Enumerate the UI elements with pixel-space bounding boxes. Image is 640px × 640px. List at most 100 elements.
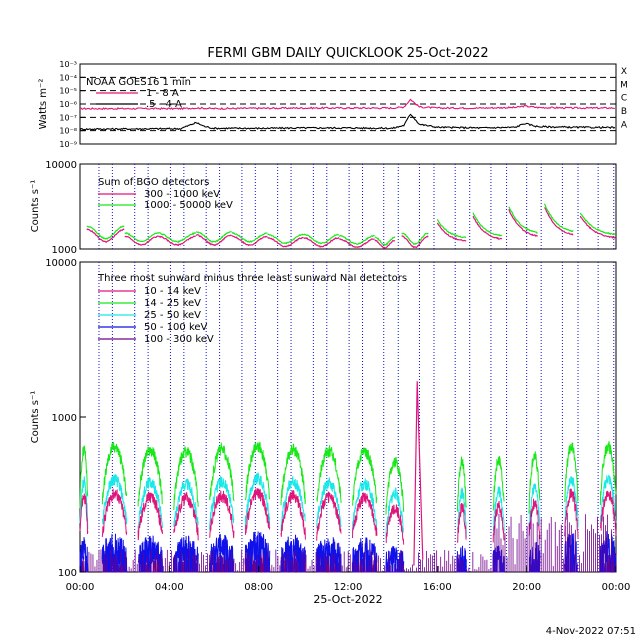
bgo-ylabel: Counts s⁻¹ [30, 180, 41, 233]
nai-series-line [456, 456, 467, 512]
nai-series-line [385, 504, 405, 545]
bgo-series-line [374, 239, 396, 250]
bgo-series-line [124, 232, 159, 243]
nai-panel: 10000 1000 100 00:00 04:00 08:00 12:00 16:00 20… [30, 258, 630, 606]
nai-series-line [564, 442, 579, 502]
goes-yticks: 10⁻³ 10⁻⁴ 10⁻⁵ 10⁻⁶ 10⁻⁷ 10⁻⁸ 10⁻⁹ [59, 60, 85, 149]
bgo-series-line [231, 235, 268, 247]
nai-series-line [316, 477, 342, 529]
nai-series-line [599, 531, 617, 573]
bgo-series-line [543, 203, 574, 233]
nai-flare-spike [413, 381, 424, 566]
bgo-legend-label: 1000 - 50000 keV [144, 200, 233, 211]
goes-ytick-label: 10⁻⁹ [59, 140, 77, 149]
nai-series-line [173, 478, 199, 527]
nai-series-line [456, 503, 467, 543]
nai-legend-label: 25 - 50 keV [144, 310, 201, 321]
bgo-series [86, 203, 617, 250]
bgo-series-line [86, 228, 125, 244]
bgo-saa-lines [98, 164, 615, 249]
nai-series-line [173, 446, 199, 511]
goes-legend-label: 1 - 8 A [146, 88, 179, 99]
nai-xtick-label: 08:00 [244, 582, 273, 593]
bgo-series-line [374, 236, 396, 246]
nai-series-line [137, 446, 163, 507]
bgo-series-line [267, 236, 304, 248]
nai-series-line [101, 441, 128, 505]
goes-series-line [79, 113, 616, 131]
bgo-series-line [338, 234, 375, 245]
goes-series [79, 98, 616, 131]
bgo-series-line [158, 235, 196, 247]
bgo-series-line [544, 207, 574, 236]
nai-series-line [244, 488, 271, 535]
nai-series-line [209, 441, 235, 502]
nai-series-line [79, 445, 89, 509]
nai-legend-label: 10 - 14 keV [144, 286, 201, 297]
nai-series-line [316, 491, 342, 541]
bgo-ytick-label: 1000 [52, 245, 77, 256]
nai-series-line [101, 488, 128, 538]
bgo-series-line [472, 212, 503, 237]
nai-series-line [280, 534, 306, 573]
nai-xtick-label: 00:00 [602, 582, 631, 593]
nai-series-line [352, 447, 378, 506]
nai-series-line [244, 472, 271, 530]
nai-series-line [209, 490, 235, 539]
bgo-series-line [195, 231, 232, 243]
chart-title: FERMI GBM DAILY QUICKLOOK 25-Oct-2022 [207, 46, 488, 61]
nai-series-line [492, 455, 505, 511]
bgo-series-line [472, 215, 503, 240]
bgo-series-line [231, 231, 268, 243]
nai-legend-title: Three most sunward minus three least sun… [97, 273, 407, 284]
goes-ytick-label: 10⁻⁵ [59, 87, 77, 96]
goes-legend: 1 - 8 A.5 - 4 A [96, 88, 182, 110]
nai-xtick-label: 16:00 [423, 582, 452, 593]
goes-ytick-label: 10⁻³ [59, 60, 77, 69]
bgo-panel: 10000 1000 Sum of BGO detectors 300 - 100… [30, 160, 617, 256]
bgo-series-line [436, 222, 467, 242]
goes-flare-class-label: X [621, 67, 627, 77]
goes-flare-class-label: B [621, 107, 627, 117]
goes-flare-class-label: A [621, 120, 628, 130]
bgo-series-line [157, 232, 197, 243]
nai-series [79, 381, 617, 573]
bgo-yticks: 10000 1000 [45, 160, 86, 256]
goes-legend-title: NOAA GOES16 1 min [86, 77, 191, 88]
goes-ytick-label: 10⁻⁸ [59, 127, 77, 136]
goes-ytick-label: 10⁻⁴ [59, 73, 77, 82]
nai-series-line [79, 537, 88, 573]
nai-ytick-label: 100 [58, 568, 77, 579]
bgo-ytick-label: 10000 [45, 160, 77, 171]
nai-series-line [101, 533, 127, 573]
nai-series-line [244, 442, 271, 501]
goes-flare-class-label: C [621, 94, 627, 104]
bgo-series-line [436, 218, 467, 239]
nai-legend-label: 14 - 25 keV [144, 298, 201, 309]
nai-series-line [492, 486, 505, 532]
nai-series-line [352, 492, 378, 539]
goes-series-line [80, 98, 615, 111]
bgo-series-line [338, 238, 375, 249]
goes-ytick-label: 10⁻⁷ [59, 113, 77, 122]
nai-legend-label: 100 - 300 keV [144, 334, 214, 345]
nai-series-line [564, 476, 579, 528]
nai-series-line [280, 476, 306, 532]
nai-xtick-label: 20:00 [512, 582, 541, 593]
bgo-series-line [401, 235, 429, 249]
nai-series-line [101, 474, 128, 525]
nai-series-line [564, 488, 579, 539]
nai-series-line [173, 491, 199, 541]
nai-xtick-label: 04:00 [155, 582, 184, 593]
nai-xtick-label: 12:00 [334, 582, 363, 593]
nai-series-line [209, 475, 235, 530]
nai-series-line [385, 456, 405, 515]
bgo-series-line [579, 215, 617, 239]
nai-series-line [599, 490, 617, 536]
nai-xlabel: 25-Oct-2022 [313, 593, 382, 606]
nai-xticks: 00:00 04:00 08:00 12:00 16:00 20:00 00:00 [66, 566, 631, 593]
